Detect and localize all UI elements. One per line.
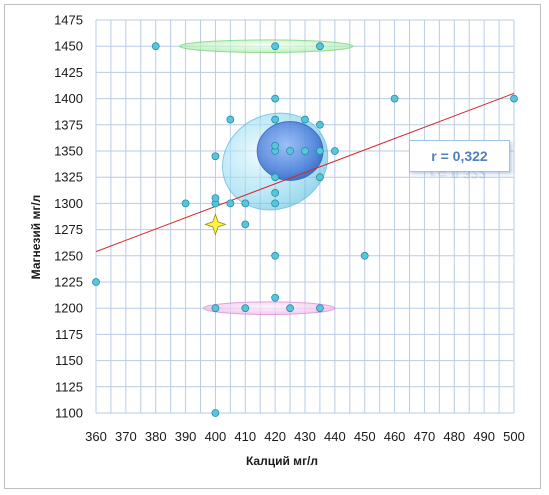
x-tick-label: 430 — [294, 429, 316, 444]
y-axis-title: Магнезий мг/л — [29, 195, 43, 280]
x-tick-label: 500 — [503, 429, 525, 444]
correlation-label-reflection: r = 0,322 — [429, 171, 487, 182]
data-point — [271, 94, 280, 103]
data-point — [271, 141, 280, 150]
data-point — [271, 251, 280, 260]
y-tick-label: 1200 — [54, 301, 83, 316]
data-point — [241, 304, 250, 313]
data-point — [211, 152, 220, 161]
data-point — [271, 189, 280, 197]
x-tick-label: 450 — [354, 429, 376, 444]
trendline-group — [95, 92, 515, 253]
x-tick-label: 480 — [443, 429, 465, 444]
x-tick-label: 370 — [115, 429, 137, 444]
x-tick-label: 380 — [145, 429, 167, 444]
data-point — [271, 173, 280, 182]
data-point — [316, 304, 324, 313]
y-tick-label: 1425 — [54, 65, 83, 80]
tick-labels: 360 370 380 390 400 410 420 430 440 450 460 470 480 4… — [54, 13, 525, 445]
x-tick-label: 360 — [85, 429, 107, 444]
chart-frame — [4, 4, 541, 489]
x-axis-title: Калций мг/л — [246, 454, 318, 468]
highlight-ellipse — [202, 301, 336, 315]
x-tick-label: 440 — [324, 429, 346, 444]
data-points — [92, 42, 518, 417]
data-point — [92, 278, 100, 286]
data-point — [241, 199, 250, 208]
data-point — [271, 293, 280, 302]
x-tick-label: 400 — [205, 429, 227, 444]
data-point — [301, 115, 309, 124]
data-point — [181, 199, 190, 208]
data-point — [316, 147, 324, 155]
x-tick-label: 470 — [414, 429, 436, 444]
data-point — [271, 199, 280, 208]
data-point — [211, 194, 220, 203]
y-tick-label: 1175 — [55, 327, 83, 342]
y-tick-label: 1150 — [55, 353, 83, 368]
data-point — [390, 94, 399, 103]
y-tick-label: 1125 — [55, 379, 83, 394]
y-tick-label: 1225 — [54, 275, 83, 290]
y-tick-label: 1100 — [55, 406, 83, 421]
x-tick-label: 420 — [264, 429, 286, 444]
y-tick-label: 1350 — [54, 144, 83, 159]
data-point — [316, 120, 324, 129]
data-point — [211, 409, 220, 417]
data-point — [271, 115, 280, 124]
mean-point-star — [204, 213, 227, 236]
x-tick-label: 410 — [234, 429, 256, 444]
data-point — [360, 251, 369, 260]
y-tick-label: 1250 — [54, 248, 83, 263]
data-point — [510, 94, 518, 103]
x-tick-label: 390 — [175, 429, 197, 444]
data-point — [286, 304, 294, 313]
highlight-ellipses — [179, 39, 354, 315]
y-tick-label: 1475 — [54, 13, 83, 28]
highlight-ellipse — [179, 39, 354, 53]
y-tick-label: 1375 — [54, 117, 83, 132]
data-point — [241, 220, 250, 229]
y-tick-label: 1400 — [54, 91, 83, 106]
data-point — [211, 304, 220, 313]
data-point — [271, 42, 280, 51]
grid — [95, 19, 515, 414]
y-tick-label: 1450 — [54, 39, 83, 54]
correlation-label: r = 0,322 — [409, 140, 510, 172]
data-point — [151, 42, 160, 51]
data-point — [330, 147, 339, 155]
data-point — [301, 147, 309, 155]
data-point — [226, 199, 235, 208]
x-tick-label: 460 — [384, 429, 406, 444]
data-point — [316, 173, 324, 182]
y-tick-label: 1275 — [54, 222, 83, 237]
x-tick-label: 490 — [473, 429, 495, 444]
data-point — [286, 147, 294, 155]
y-tick-label: 1300 — [54, 196, 83, 211]
data-point — [226, 115, 235, 124]
trendline — [95, 92, 515, 253]
y-tick-label: 1325 — [54, 170, 83, 185]
data-point — [316, 42, 324, 51]
